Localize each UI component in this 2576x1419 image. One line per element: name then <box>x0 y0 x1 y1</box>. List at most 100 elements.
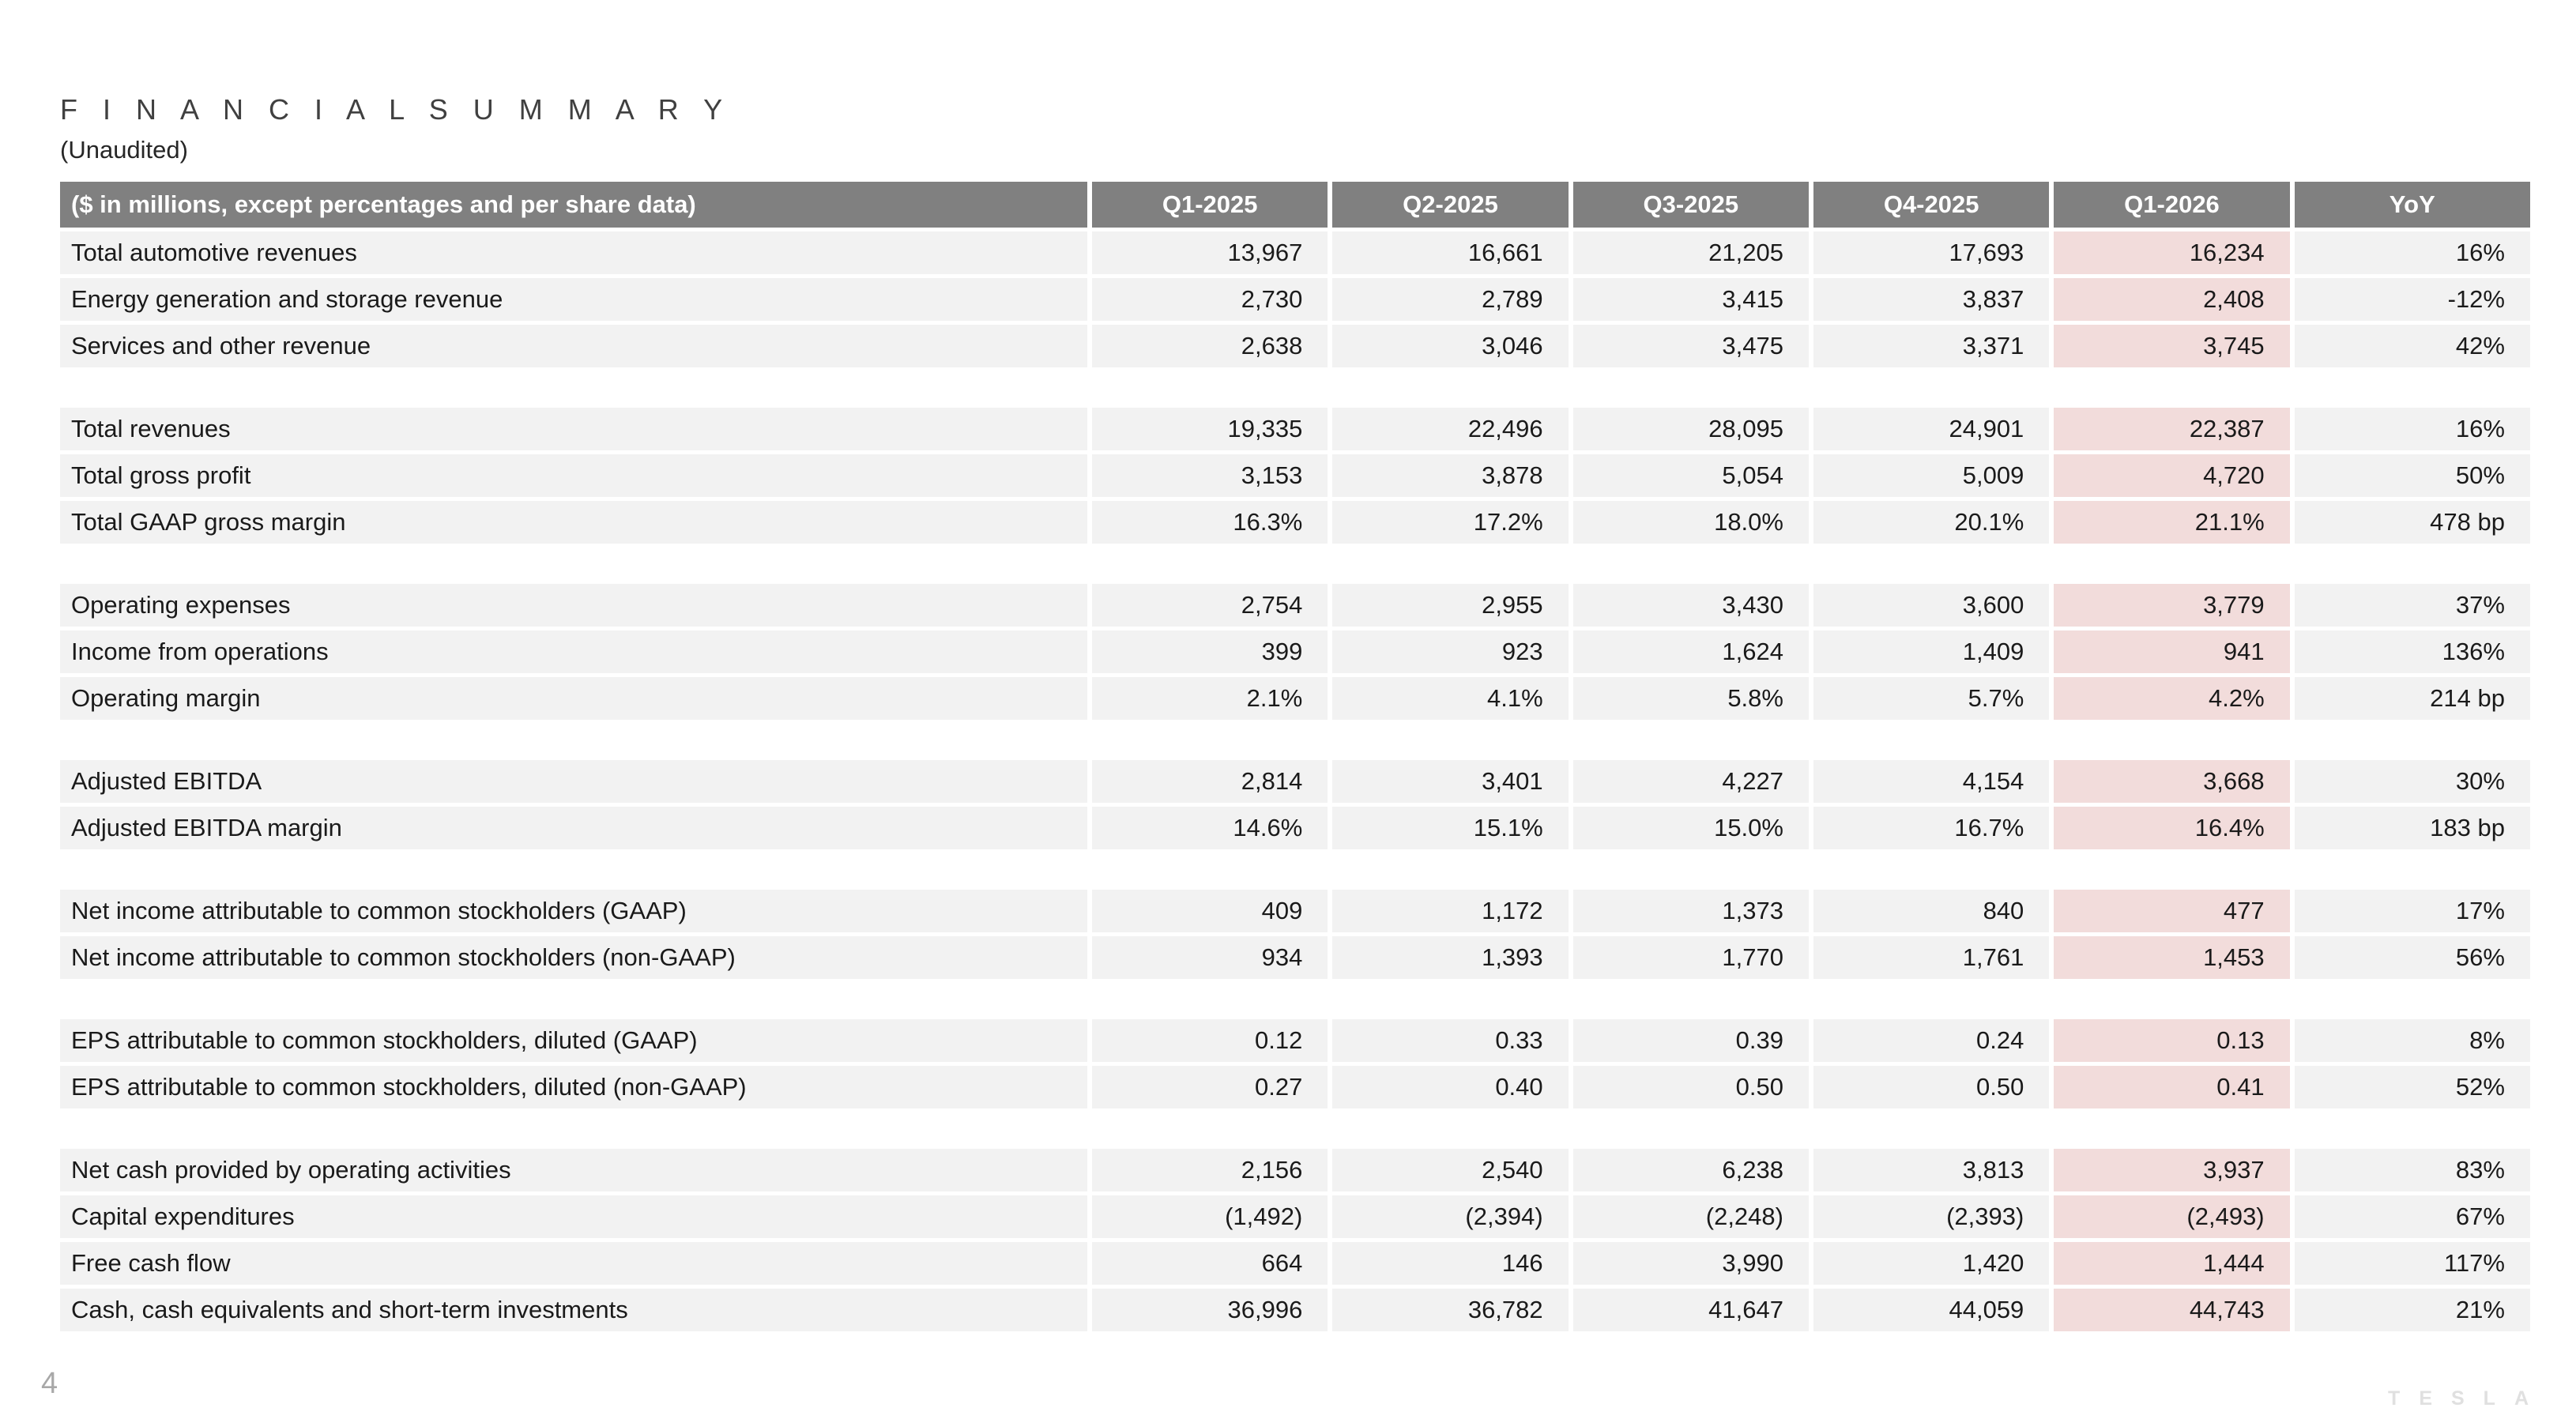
cell-value: 16% <box>2294 231 2530 274</box>
cell-value: 117% <box>2294 1242 2530 1285</box>
cell-value-highlighted: 1,453 <box>2054 936 2290 979</box>
table-row: Services and other revenue 2,638 3,046 3,47… <box>60 325 2530 367</box>
cell-value: (1,492) <box>1092 1195 1328 1238</box>
cell-value: 1,373 <box>1572 890 1809 932</box>
cell-value: 37% <box>2294 584 2530 627</box>
cell-value: 3,813 <box>1813 1149 2050 1191</box>
cell-value-highlighted: 22,387 <box>2054 408 2290 450</box>
cell-value: 16.7% <box>1813 807 2050 849</box>
cell-value: 2,789 <box>1332 278 1569 321</box>
cell-value: 18.0% <box>1572 501 1809 544</box>
group-spacer <box>60 1112 2530 1145</box>
cell-value: 19,335 <box>1092 408 1328 450</box>
table-row: Operating expenses 2,754 2,955 3,430 3,600 3,… <box>60 584 2530 627</box>
cell-value: 5,009 <box>1813 454 2050 497</box>
cell-value-highlighted: 0.41 <box>2054 1066 2290 1108</box>
cell-value-highlighted: 4.2% <box>2054 677 2290 720</box>
cell-value: 3,878 <box>1332 454 1569 497</box>
cell-value: 0.12 <box>1092 1019 1328 1062</box>
table-header-column-q2-2025: Q2-2025 <box>1332 182 1569 228</box>
cell-value: 3,990 <box>1572 1242 1809 1285</box>
cell-value: 0.39 <box>1572 1019 1809 1062</box>
cell-value: 1,761 <box>1813 936 2050 979</box>
table-header-column-yoy: YoY <box>2294 182 2530 228</box>
cell-value: 21,205 <box>1572 231 1809 274</box>
cell-value-highlighted: 44,743 <box>2054 1289 2290 1331</box>
row-label: EPS attributable to common stockholders,… <box>60 1066 1087 1108</box>
cell-value: 1,172 <box>1332 890 1569 932</box>
cell-value: 2,540 <box>1332 1149 1569 1191</box>
table-row: Free cash flow 664 146 3,990 1,420 1,444 117% <box>60 1242 2530 1285</box>
cell-value-highlighted: 3,668 <box>2054 760 2290 803</box>
cell-value-highlighted: (2,493) <box>2054 1195 2290 1238</box>
table-header-column-q1-2025: Q1-2025 <box>1092 182 1328 228</box>
cell-value: 664 <box>1092 1242 1328 1285</box>
cell-value: 183 bp <box>2294 807 2530 849</box>
financial-summary-table: ($ in millions, except percentages and p… <box>60 182 2530 1335</box>
cell-value: 214 bp <box>2294 677 2530 720</box>
cell-value: 3,153 <box>1092 454 1328 497</box>
cell-value: 21% <box>2294 1289 2530 1331</box>
group-spacer <box>60 724 2530 756</box>
cell-value: 2.1% <box>1092 677 1328 720</box>
table-row: Total automotive revenues 13,967 16,661 21,… <box>60 231 2530 274</box>
table-row: Income from operations 399 923 1,624 1,409 94… <box>60 630 2530 673</box>
row-label: Total gross profit <box>60 454 1087 497</box>
cell-value-highlighted: 3,937 <box>2054 1149 2290 1191</box>
cell-value: -12% <box>2294 278 2530 321</box>
cell-value: 0.33 <box>1332 1019 1569 1062</box>
table-row: Adjusted EBITDA margin 14.6% 15.1% 15.0% 16.… <box>60 807 2530 849</box>
cell-value: 44,059 <box>1813 1289 2050 1331</box>
row-label: Adjusted EBITDA margin <box>60 807 1087 849</box>
row-label: Operating margin <box>60 677 1087 720</box>
cell-value-highlighted: 3,779 <box>2054 584 2290 627</box>
cell-value: 24,901 <box>1813 408 2050 450</box>
cell-value: 1,409 <box>1813 630 2050 673</box>
row-label: Capital expenditures <box>60 1195 1087 1238</box>
row-label: Total revenues <box>60 408 1087 450</box>
row-label: Net cash provided by operating activitie… <box>60 1149 1087 1191</box>
cell-value: 17% <box>2294 890 2530 932</box>
cell-value: 83% <box>2294 1149 2530 1191</box>
cell-value-highlighted: 477 <box>2054 890 2290 932</box>
cell-value: 42% <box>2294 325 2530 367</box>
row-label: Total GAAP gross margin <box>60 501 1087 544</box>
cell-value: 52% <box>2294 1066 2530 1108</box>
cell-value: 16% <box>2294 408 2530 450</box>
cell-value: 3,600 <box>1813 584 2050 627</box>
cell-value: 3,401 <box>1332 760 1569 803</box>
row-label: Total automotive revenues <box>60 231 1087 274</box>
table-header-column-q3-2025: Q3-2025 <box>1572 182 1809 228</box>
cell-value: 2,754 <box>1092 584 1328 627</box>
cell-value-highlighted: 2,408 <box>2054 278 2290 321</box>
cell-value: 3,430 <box>1572 584 1809 627</box>
table-row: Energy generation and storage revenue 2,7… <box>60 278 2530 321</box>
table-row: Total gross profit 3,153 3,878 5,054 5,009 4,… <box>60 454 2530 497</box>
table-row: Cash, cash equivalents and short-term in… <box>60 1289 2530 1331</box>
cell-value-highlighted: 21.1% <box>2054 501 2290 544</box>
table-row: Total GAAP gross margin 16.3% 17.2% 18.0% 20… <box>60 501 2530 544</box>
cell-value-highlighted: 0.13 <box>2054 1019 2290 1062</box>
group-spacer <box>60 548 2530 580</box>
cell-value: 136% <box>2294 630 2530 673</box>
cell-value: 3,475 <box>1572 325 1809 367</box>
cell-value: 14.6% <box>1092 807 1328 849</box>
row-label: Cash, cash equivalents and short-term in… <box>60 1289 1087 1331</box>
cell-value: 840 <box>1813 890 2050 932</box>
cell-value: 17,693 <box>1813 231 2050 274</box>
table-header-row: ($ in millions, except percentages and p… <box>60 182 2530 228</box>
row-label: Services and other revenue <box>60 325 1087 367</box>
cell-value: 36,782 <box>1332 1289 1569 1331</box>
cell-value-highlighted: 941 <box>2054 630 2290 673</box>
cell-value: (2,248) <box>1572 1195 1809 1238</box>
cell-value: 0.40 <box>1332 1066 1569 1108</box>
table-row: EPS attributable to common stockholders,… <box>60 1066 2530 1108</box>
cell-value: 6,238 <box>1572 1149 1809 1191</box>
table-row: Net income attributable to common stockh… <box>60 936 2530 979</box>
cell-value: 17.2% <box>1332 501 1569 544</box>
cell-value: 1,420 <box>1813 1242 2050 1285</box>
page-title: F I N A N C I A L S U M M A R Y <box>60 93 732 126</box>
cell-value: 146 <box>1332 1242 1569 1285</box>
cell-value: 2,955 <box>1332 584 1569 627</box>
table-row: Net cash provided by operating activitie… <box>60 1149 2530 1191</box>
